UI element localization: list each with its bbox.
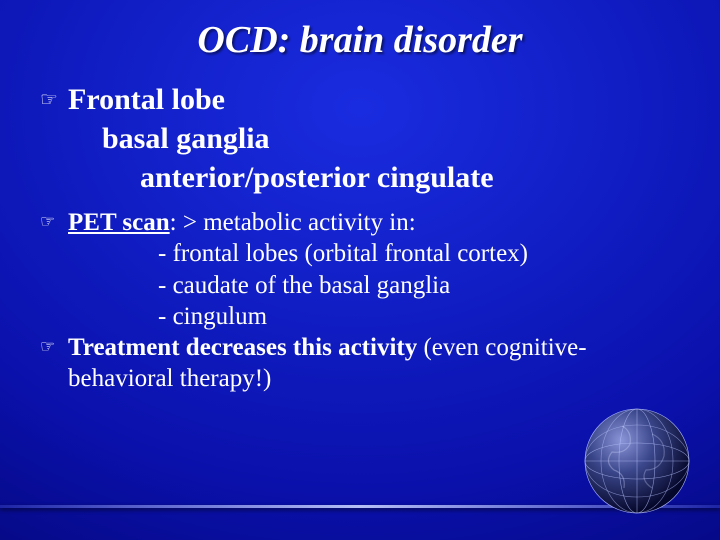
globe-icon xyxy=(582,406,692,516)
bullet-2: ☞ PET scan: > metabolic activity in: xyxy=(40,207,680,238)
pointer-icon: ☞ xyxy=(40,80,68,114)
slide-title: OCD: brain disorder xyxy=(0,0,720,62)
text-run: : > metabolic activity in: xyxy=(170,209,416,236)
text: Frontal lobe xyxy=(68,83,225,116)
bullet-3-text: Treatment decreases this activity (even … xyxy=(68,332,628,395)
bullet-2-sub-1: - frontal lobes (orbital frontal cortex) xyxy=(40,238,680,269)
bullet-1-line-3: anterior/posterior cingulate xyxy=(40,158,680,197)
bullet-1-line-1: Frontal lobe xyxy=(68,80,225,119)
slide-body: ☞ Frontal lobe basal ganglia anterior/po… xyxy=(0,62,720,395)
bullet-1: ☞ Frontal lobe xyxy=(40,80,680,119)
bullet-2-sub-2: - caudate of the basal ganglia xyxy=(40,270,680,301)
bullet-2-text: PET scan: > metabolic activity in: xyxy=(68,207,416,238)
bullet-2-sub-3: - cingulum xyxy=(40,301,680,332)
pointer-icon: ☞ xyxy=(40,332,68,357)
pointer-icon: ☞ xyxy=(40,207,68,232)
text-run: Treatment decreases this activity xyxy=(68,334,417,361)
bullet-1-line-2: basal ganglia xyxy=(40,119,680,158)
bullet-3: ☞ Treatment decreases this activity (eve… xyxy=(40,332,680,395)
text-run: PET scan xyxy=(68,209,170,236)
slide: OCD: brain disorder ☞ Frontal lobe basal… xyxy=(0,0,720,540)
